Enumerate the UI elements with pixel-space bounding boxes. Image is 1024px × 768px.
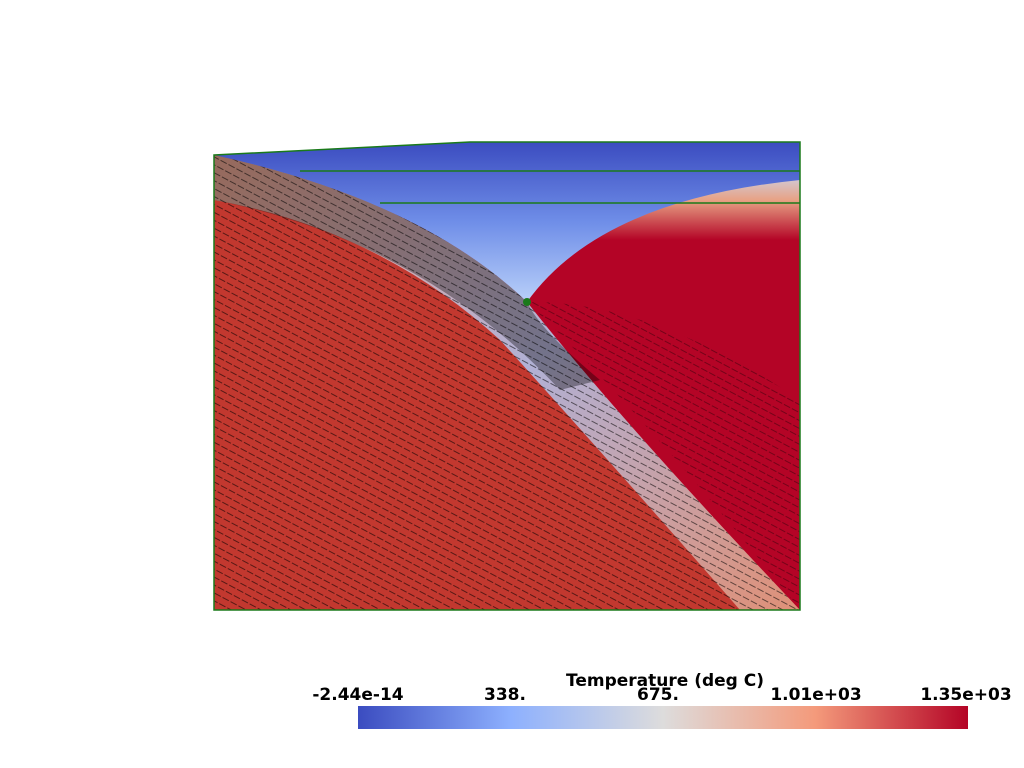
color-legend: Temperature (deg C) -2.44e-14 338. 675. … (312, 671, 1012, 729)
color-bar (358, 706, 968, 729)
legend-tick: -2.44e-14 (312, 685, 403, 705)
domain-outline (213, 141, 801, 611)
legend-tick: 1.01e+03 (770, 685, 861, 705)
legend-tick: 675. (637, 685, 679, 705)
trench-point (523, 298, 531, 306)
temperature-field (214, 142, 800, 610)
legend-tick: 338. (484, 685, 526, 705)
legend-tick: 1.35e+03 (920, 685, 1011, 705)
legend-title: Temperature (deg C) (566, 671, 764, 691)
